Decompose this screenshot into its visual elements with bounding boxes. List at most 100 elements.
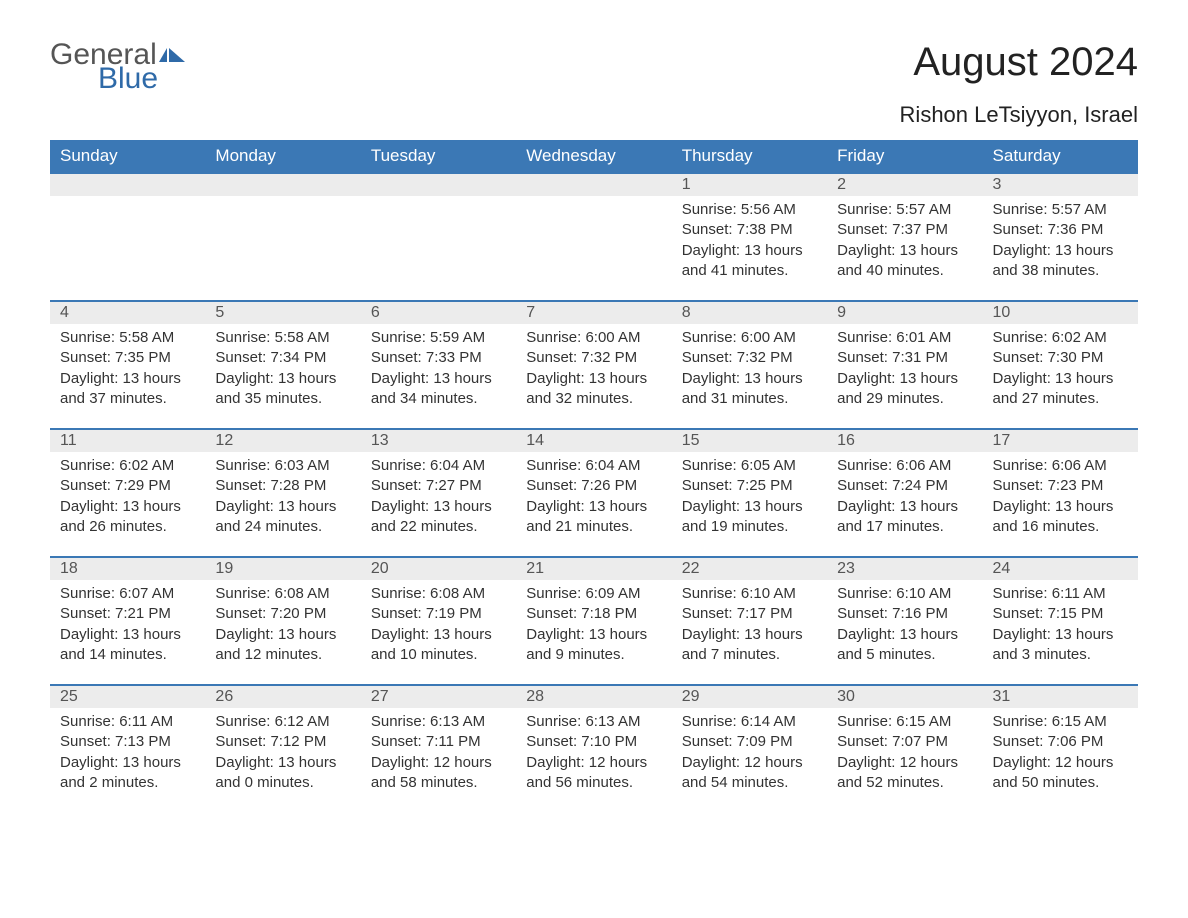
day-number: 28 xyxy=(516,686,671,708)
sunrise-line: Sunrise: 6:00 AM xyxy=(682,328,817,348)
sunrise-line: Sunrise: 6:11 AM xyxy=(993,584,1128,604)
daylight-line-1: Daylight: 13 hours xyxy=(993,625,1128,645)
day-header-row: SundayMondayTuesdayWednesdayThursdayFrid… xyxy=(50,140,1138,173)
calendar-day: 15Sunrise: 6:05 AMSunset: 7:25 PMDayligh… xyxy=(672,429,827,557)
daylight-line-2: and 5 minutes. xyxy=(837,645,972,665)
header: General Blue August 2024 xyxy=(50,40,1138,94)
flag-icon xyxy=(159,40,187,70)
calendar-day: 21Sunrise: 6:09 AMSunset: 7:18 PMDayligh… xyxy=(516,557,671,685)
sunrise-line: Sunrise: 6:06 AM xyxy=(993,456,1128,476)
sunset-line: Sunset: 7:21 PM xyxy=(60,604,195,624)
sunset-line: Sunset: 7:07 PM xyxy=(837,732,972,752)
daylight-line-2: and 26 minutes. xyxy=(60,517,195,537)
day-number: 25 xyxy=(50,686,205,708)
sunrise-line: Sunrise: 6:04 AM xyxy=(371,456,506,476)
sunset-line: Sunset: 7:28 PM xyxy=(215,476,350,496)
day-body: Sunrise: 6:00 AMSunset: 7:32 PMDaylight:… xyxy=(516,324,671,417)
daylight-line-1: Daylight: 13 hours xyxy=(215,753,350,773)
brand-text: General Blue xyxy=(50,40,187,94)
sunset-line: Sunset: 7:33 PM xyxy=(371,348,506,368)
calendar-day: 8Sunrise: 6:00 AMSunset: 7:32 PMDaylight… xyxy=(672,301,827,429)
daylight-line-1: Daylight: 13 hours xyxy=(837,625,972,645)
calendar-day-empty xyxy=(361,173,516,301)
day-number: 5 xyxy=(205,302,360,324)
day-body: Sunrise: 6:15 AMSunset: 7:06 PMDaylight:… xyxy=(983,708,1138,801)
sunset-line: Sunset: 7:17 PM xyxy=(682,604,817,624)
day-header: Friday xyxy=(827,140,982,173)
day-body: Sunrise: 6:04 AMSunset: 7:27 PMDaylight:… xyxy=(361,452,516,545)
day-number: 10 xyxy=(983,302,1138,324)
sunrise-line: Sunrise: 6:06 AM xyxy=(837,456,972,476)
daylight-line-2: and 3 minutes. xyxy=(993,645,1128,665)
calendar-day-empty xyxy=(50,173,205,301)
day-body: Sunrise: 5:58 AMSunset: 7:34 PMDaylight:… xyxy=(205,324,360,417)
sunrise-line: Sunrise: 6:03 AM xyxy=(215,456,350,476)
day-number: 6 xyxy=(361,302,516,324)
sunrise-line: Sunrise: 5:56 AM xyxy=(682,200,817,220)
daylight-line-2: and 40 minutes. xyxy=(837,261,972,281)
daylight-line-1: Daylight: 13 hours xyxy=(993,497,1128,517)
day-number-empty xyxy=(361,174,516,196)
calendar-week: 1Sunrise: 5:56 AMSunset: 7:38 PMDaylight… xyxy=(50,173,1138,301)
daylight-line-1: Daylight: 13 hours xyxy=(60,497,195,517)
day-number: 29 xyxy=(672,686,827,708)
sunrise-line: Sunrise: 6:13 AM xyxy=(526,712,661,732)
title-block: August 2024 xyxy=(913,40,1138,85)
day-body: Sunrise: 5:57 AMSunset: 7:37 PMDaylight:… xyxy=(827,196,982,289)
daylight-line-2: and 54 minutes. xyxy=(682,773,817,793)
daylight-line-2: and 10 minutes. xyxy=(371,645,506,665)
day-number: 11 xyxy=(50,430,205,452)
sunrise-line: Sunrise: 5:57 AM xyxy=(837,200,972,220)
sunrise-line: Sunrise: 6:15 AM xyxy=(837,712,972,732)
day-body: Sunrise: 6:06 AMSunset: 7:24 PMDaylight:… xyxy=(827,452,982,545)
sunrise-line: Sunrise: 5:59 AM xyxy=(371,328,506,348)
sunset-line: Sunset: 7:34 PM xyxy=(215,348,350,368)
day-number: 19 xyxy=(205,558,360,580)
day-number: 24 xyxy=(983,558,1138,580)
day-body: Sunrise: 6:07 AMSunset: 7:21 PMDaylight:… xyxy=(50,580,205,673)
calendar-day: 23Sunrise: 6:10 AMSunset: 7:16 PMDayligh… xyxy=(827,557,982,685)
day-number: 12 xyxy=(205,430,360,452)
day-number: 15 xyxy=(672,430,827,452)
day-number: 27 xyxy=(361,686,516,708)
calendar-day: 24Sunrise: 6:11 AMSunset: 7:15 PMDayligh… xyxy=(983,557,1138,685)
sunset-line: Sunset: 7:06 PM xyxy=(993,732,1128,752)
day-number: 20 xyxy=(361,558,516,580)
sunrise-line: Sunrise: 6:13 AM xyxy=(371,712,506,732)
daylight-line-1: Daylight: 13 hours xyxy=(371,369,506,389)
daylight-line-2: and 31 minutes. xyxy=(682,389,817,409)
sunrise-line: Sunrise: 6:08 AM xyxy=(215,584,350,604)
sunrise-line: Sunrise: 6:02 AM xyxy=(60,456,195,476)
day-body: Sunrise: 5:57 AMSunset: 7:36 PMDaylight:… xyxy=(983,196,1138,289)
daylight-line-1: Daylight: 13 hours xyxy=(837,369,972,389)
day-body: Sunrise: 6:10 AMSunset: 7:16 PMDaylight:… xyxy=(827,580,982,673)
day-body: Sunrise: 6:05 AMSunset: 7:25 PMDaylight:… xyxy=(672,452,827,545)
sunset-line: Sunset: 7:38 PM xyxy=(682,220,817,240)
daylight-line-1: Daylight: 13 hours xyxy=(526,625,661,645)
daylight-line-1: Daylight: 13 hours xyxy=(993,241,1128,261)
daylight-line-2: and 34 minutes. xyxy=(371,389,506,409)
day-number: 31 xyxy=(983,686,1138,708)
calendar-day: 18Sunrise: 6:07 AMSunset: 7:21 PMDayligh… xyxy=(50,557,205,685)
day-number: 23 xyxy=(827,558,982,580)
day-header: Saturday xyxy=(983,140,1138,173)
calendar-day: 20Sunrise: 6:08 AMSunset: 7:19 PMDayligh… xyxy=(361,557,516,685)
daylight-line-2: and 7 minutes. xyxy=(682,645,817,665)
calendar-day: 2Sunrise: 5:57 AMSunset: 7:37 PMDaylight… xyxy=(827,173,982,301)
day-number-empty xyxy=(50,174,205,196)
day-body: Sunrise: 5:56 AMSunset: 7:38 PMDaylight:… xyxy=(672,196,827,289)
day-body: Sunrise: 6:04 AMSunset: 7:26 PMDaylight:… xyxy=(516,452,671,545)
sunrise-line: Sunrise: 6:01 AM xyxy=(837,328,972,348)
calendar-day: 1Sunrise: 5:56 AMSunset: 7:38 PMDaylight… xyxy=(672,173,827,301)
day-body: Sunrise: 6:11 AMSunset: 7:15 PMDaylight:… xyxy=(983,580,1138,673)
sunrise-line: Sunrise: 6:08 AM xyxy=(371,584,506,604)
calendar-week: 18Sunrise: 6:07 AMSunset: 7:21 PMDayligh… xyxy=(50,557,1138,685)
sunrise-line: Sunrise: 6:10 AM xyxy=(837,584,972,604)
sunset-line: Sunset: 7:13 PM xyxy=(60,732,195,752)
sunrise-line: Sunrise: 6:12 AM xyxy=(215,712,350,732)
daylight-line-2: and 0 minutes. xyxy=(215,773,350,793)
sunset-line: Sunset: 7:20 PM xyxy=(215,604,350,624)
sunset-line: Sunset: 7:11 PM xyxy=(371,732,506,752)
daylight-line-1: Daylight: 12 hours xyxy=(526,753,661,773)
day-body: Sunrise: 6:12 AMSunset: 7:12 PMDaylight:… xyxy=(205,708,360,801)
